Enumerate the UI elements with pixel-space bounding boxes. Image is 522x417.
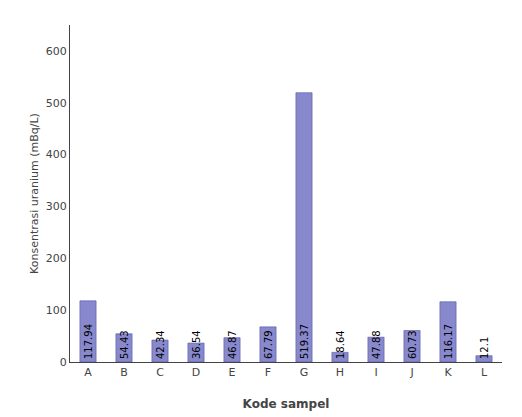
svg-text:H: H <box>336 366 344 379</box>
svg-text:100: 100 <box>46 304 67 317</box>
svg-text:K: K <box>444 366 452 379</box>
svg-text:J: J <box>409 366 413 379</box>
svg-text:Konsentrasi uranium (mBq/L): Konsentrasi uranium (mBq/L) <box>28 113 41 274</box>
svg-text:42.34: 42.34 <box>155 330 166 359</box>
svg-text:L: L <box>481 366 488 379</box>
svg-text:A: A <box>84 366 92 379</box>
svg-text:Kode sampel: Kode sampel <box>243 397 330 411</box>
svg-text:C: C <box>156 366 164 379</box>
svg-text:F: F <box>265 366 271 379</box>
svg-text:B: B <box>120 366 128 379</box>
svg-text:500: 500 <box>46 97 67 110</box>
svg-text:47.88: 47.88 <box>371 330 382 359</box>
svg-text:116.17: 116.17 <box>443 324 454 359</box>
svg-text:46.87: 46.87 <box>227 330 238 359</box>
svg-text:300: 300 <box>46 200 67 213</box>
svg-text:0: 0 <box>60 356 67 369</box>
svg-text:67.79: 67.79 <box>263 330 274 359</box>
svg-text:519.37: 519.37 <box>299 324 310 359</box>
svg-text:60.73: 60.73 <box>407 330 418 359</box>
svg-text:I: I <box>374 366 377 379</box>
svg-text:600: 600 <box>46 45 67 58</box>
svg-text:G: G <box>300 366 309 379</box>
svg-text:E: E <box>229 366 236 379</box>
svg-text:36.54: 36.54 <box>191 330 202 359</box>
svg-text:54.43: 54.43 <box>119 330 130 359</box>
svg-text:18.64: 18.64 <box>335 330 346 359</box>
svg-text:400: 400 <box>46 148 67 161</box>
svg-text:117.94: 117.94 <box>83 324 94 359</box>
svg-text:200: 200 <box>46 252 67 265</box>
svg-text:D: D <box>192 366 200 379</box>
svg-text:12.1: 12.1 <box>479 337 490 359</box>
